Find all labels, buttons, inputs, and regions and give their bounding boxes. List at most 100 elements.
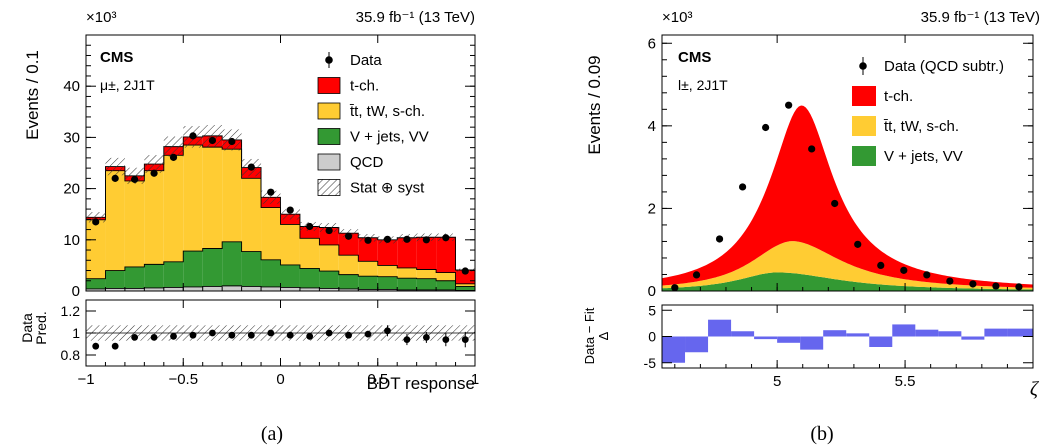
a-stack-bar [299,268,320,288]
a-legend-label: Stat ⊕ syst [350,180,425,197]
b-main-plot [662,101,1033,291]
b-y-tick-label: 2 [648,200,656,217]
a-caption: (a) [261,423,283,445]
b-data-point [900,266,908,274]
b-data-point [992,282,1000,290]
a-ratio-point [209,329,216,337]
b-ratio-plot [662,319,1033,363]
a-data-point [344,232,353,240]
b-component-area [662,105,1033,288]
a-uncertainty-band [280,208,300,220]
a-stack-bar [280,287,300,291]
a-stack-bar [280,224,300,265]
a-y-tick-label: 20 [63,181,80,198]
a-ratio-point [131,334,139,341]
a-stack-bar [124,288,145,291]
a-ylabel: Events / 0.1 [23,50,42,140]
a-stack-bar [436,272,456,281]
a-stack-bar [436,237,456,273]
a-y-tick-label: 10 [63,232,80,249]
b-ratio-bar [892,324,916,337]
a-stack-bar [319,288,339,291]
b-ratio-bar [846,333,870,337]
a-data-point [111,174,119,182]
b-data-point [923,271,931,279]
a-stack-bar [202,147,223,249]
a-stack-bar [202,248,223,287]
b-legend-label: t̄t, tW, s-ch. [883,118,959,135]
a-uncertainty-band [86,212,106,223]
b-data-point [785,101,793,109]
a-ratio-point [364,330,372,338]
a-ratio-point [111,342,119,350]
a-stack-bar [163,155,184,262]
a-legend-label: QCD [350,154,384,171]
a-data-point [306,222,314,231]
a-data-point [325,226,333,235]
a-ratio-point [403,336,411,343]
a-data-point [131,175,139,183]
b-legend-swatch [852,86,876,106]
a-stack-bar [144,287,164,291]
a-stack-bar [86,288,106,291]
b-main-frame [661,34,1034,292]
b-xlabel: ζ [1030,378,1040,400]
a-stack-bar [163,261,184,288]
b-experiment-label: CMS [678,49,711,66]
a-x-tick-label: 0 [276,371,284,388]
a-uncertainty-band [202,125,223,147]
b-legend-marker [859,62,867,70]
a-data-point [383,235,392,243]
a-legend-swatch [317,102,341,120]
b-data-point [738,183,747,191]
a-data-point [267,188,275,196]
a-stack-bar [416,237,437,270]
b-data-point [715,235,724,243]
a-ratio-plot [86,325,475,350]
a-legend-marker [325,56,333,64]
a-stack-bar [105,170,125,271]
a-stack-bar [183,145,203,252]
b-ratio-y-tick-label: 0 [648,329,656,345]
a-ratio-point [306,332,314,340]
a-stack-bar [105,270,125,289]
b-data-point [969,280,977,288]
b-data-point [1015,283,1023,291]
b-data-point [854,240,862,248]
a-stack-bar [144,170,164,265]
b-ratio-ylabel-bottom: Δ [596,331,611,340]
a-ratio-point [325,329,333,337]
b-ratio-bar [1007,328,1033,337]
b-ratio-bar [662,336,686,363]
a-data-point [169,153,178,161]
a-ratio-point [92,342,100,350]
a-stack-bar [358,261,378,277]
a-data-point [403,235,411,243]
a-stack-bar [261,259,281,287]
a-legend-label: V + jets, VV [350,129,429,146]
b-legend-label: Data (QCD subtr.) [884,58,1004,75]
a-stack-bar [455,286,475,291]
a-stack-bar [222,149,242,242]
a-ratio-point [461,336,469,343]
a-data-point [189,132,197,140]
a-data-point [247,163,255,171]
a-y-tick-label: 0 [72,283,80,300]
a-stack-bar [377,265,398,277]
b-x-tick-label: 5 [773,373,781,390]
a-ratio-point [345,331,352,339]
a-y-tick-label: 30 [63,129,80,146]
a-ratio-point [422,334,430,341]
b-scale-label: ×10³ [662,9,692,26]
a-legend-swatch [317,128,341,145]
a-legend-label: Data [350,52,382,69]
a-legend-label: t-ch. [350,78,379,95]
a-data-point [286,206,294,214]
a-stack-bar [299,226,320,239]
b-legend-swatch [852,146,876,166]
a-stack-bar [105,288,125,291]
b-component-area [662,241,1033,290]
a-data-point [208,136,217,145]
b-data-point [946,277,954,285]
